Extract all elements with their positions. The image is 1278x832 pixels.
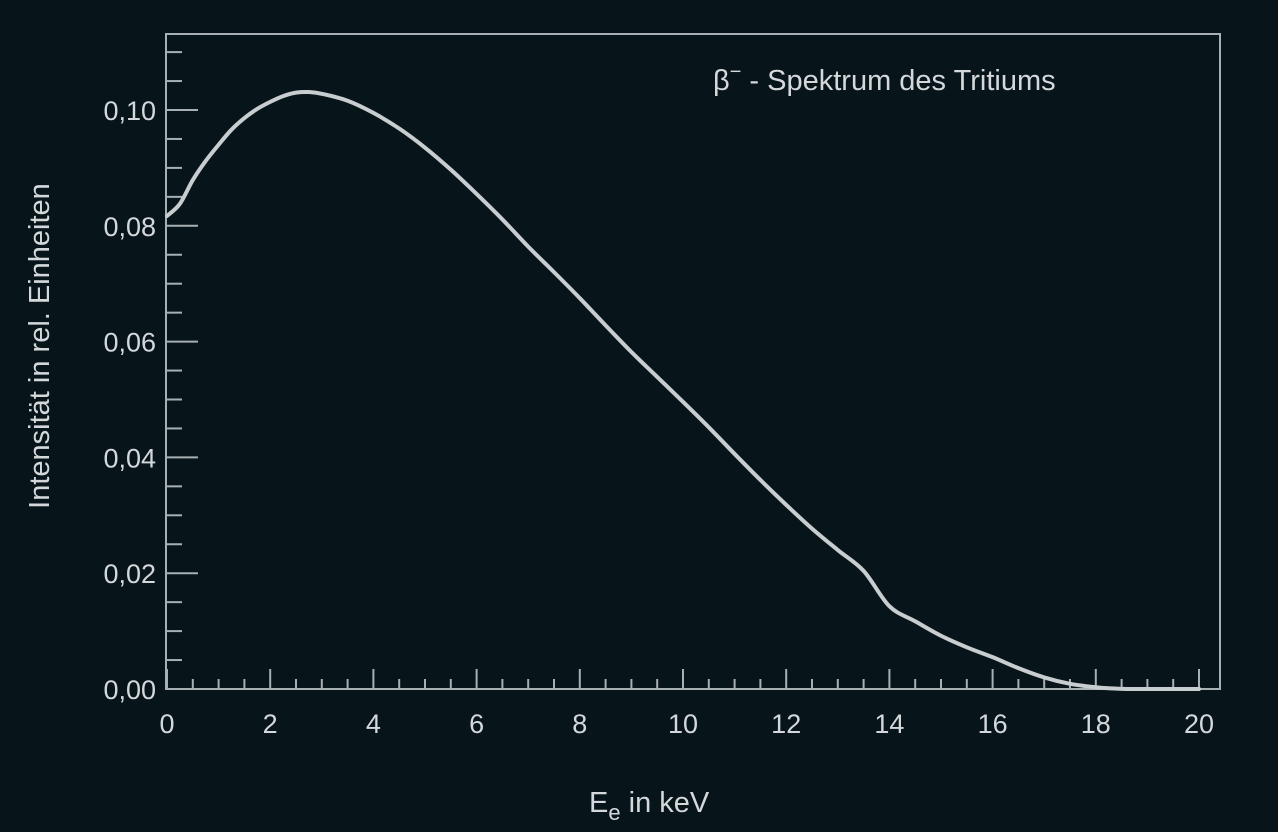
x-tick-label: 14 xyxy=(874,709,904,739)
x-tick-label: 20 xyxy=(1184,709,1214,739)
x-tick-label: 18 xyxy=(1081,709,1111,739)
plot-frame xyxy=(165,33,1221,690)
x-tick-label: 16 xyxy=(978,709,1008,739)
x-tick-label: 10 xyxy=(668,709,698,739)
y-tick-label: 0,00 xyxy=(103,675,156,705)
chart-title: β− - Spektrum des Tritiums xyxy=(713,61,1056,97)
x-axis-title: Ee in keV xyxy=(589,787,710,825)
y-tick-label: 0,08 xyxy=(103,212,156,242)
x-tick-label: 4 xyxy=(366,709,381,739)
x-tick-label: 8 xyxy=(572,709,587,739)
y-tick-label: 0,02 xyxy=(103,559,156,589)
x-tick-label: 0 xyxy=(159,709,174,739)
x-tick-label: 2 xyxy=(263,709,278,739)
y-axis-title: Intensität in rel. Einheiten xyxy=(24,183,56,509)
x-tick-label: 6 xyxy=(469,709,484,739)
x-axis-tick-labels: 0 2 4 6 8 10 12 14 16 18 20 xyxy=(159,709,1214,739)
x-tick-label: 12 xyxy=(771,709,801,739)
y-tick-label: 0,04 xyxy=(103,443,156,473)
spectrum-curve xyxy=(165,89,1201,692)
y-tick-label: 0,10 xyxy=(103,96,156,126)
y-axis-ticks xyxy=(166,51,198,690)
y-axis-tick-labels: 0,00 0,02 0,04 0,06 0,08 0,10 xyxy=(103,96,156,705)
y-tick-label: 0,06 xyxy=(103,328,156,358)
x-axis-ticks xyxy=(166,669,1200,689)
